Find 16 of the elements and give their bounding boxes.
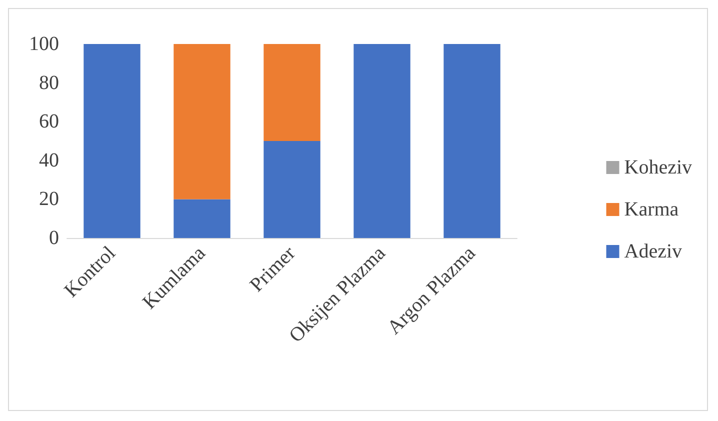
bar: [264, 141, 320, 238]
bar: [264, 44, 320, 141]
bar: [84, 44, 140, 238]
legend-label: Adeziv: [624, 240, 682, 262]
legend-label: Koheziv: [624, 156, 692, 178]
bar: [354, 44, 410, 238]
bar: [444, 44, 500, 238]
legend-label: Karma: [624, 198, 679, 220]
bar: [174, 199, 230, 238]
y-tick-label: 40: [39, 149, 59, 172]
y-tick-label: 20: [39, 188, 59, 210]
y-tick-label: 0: [49, 227, 59, 249]
bar: [174, 44, 230, 200]
y-tick-label: 100: [29, 33, 59, 55]
y-tick-label: 80: [39, 72, 59, 94]
y-tick-label: 60: [39, 110, 59, 133]
